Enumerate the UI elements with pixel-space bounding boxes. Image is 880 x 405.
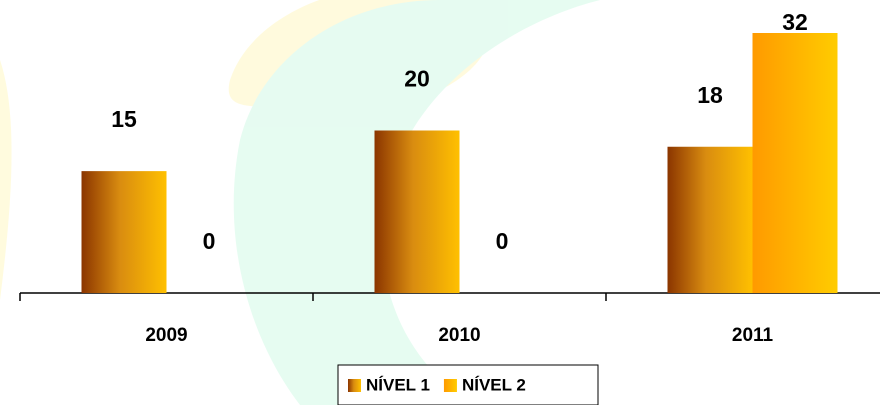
data-label: 32 <box>782 9 808 35</box>
legend-label: NÍVEL 1 <box>366 375 430 394</box>
legend-box <box>337 364 599 405</box>
background-decoration <box>0 0 600 405</box>
x-tick-label: 2010 <box>438 325 480 346</box>
bar <box>374 130 460 293</box>
data-label: 0 <box>203 228 216 254</box>
bar <box>667 146 753 293</box>
legend <box>337 364 599 405</box>
x-tick-label: 2009 <box>145 325 187 346</box>
data-label: 0 <box>496 228 509 254</box>
bar <box>81 171 167 293</box>
legend-swatch <box>348 379 361 392</box>
legend-swatch <box>443 379 457 392</box>
data-label: 15 <box>111 106 137 132</box>
bar <box>752 33 838 293</box>
data-label: 20 <box>404 66 430 92</box>
legend-label: NÍVEL 2 <box>462 375 526 394</box>
x-tick-label: 2011 <box>732 325 774 346</box>
data-label: 18 <box>697 82 723 108</box>
